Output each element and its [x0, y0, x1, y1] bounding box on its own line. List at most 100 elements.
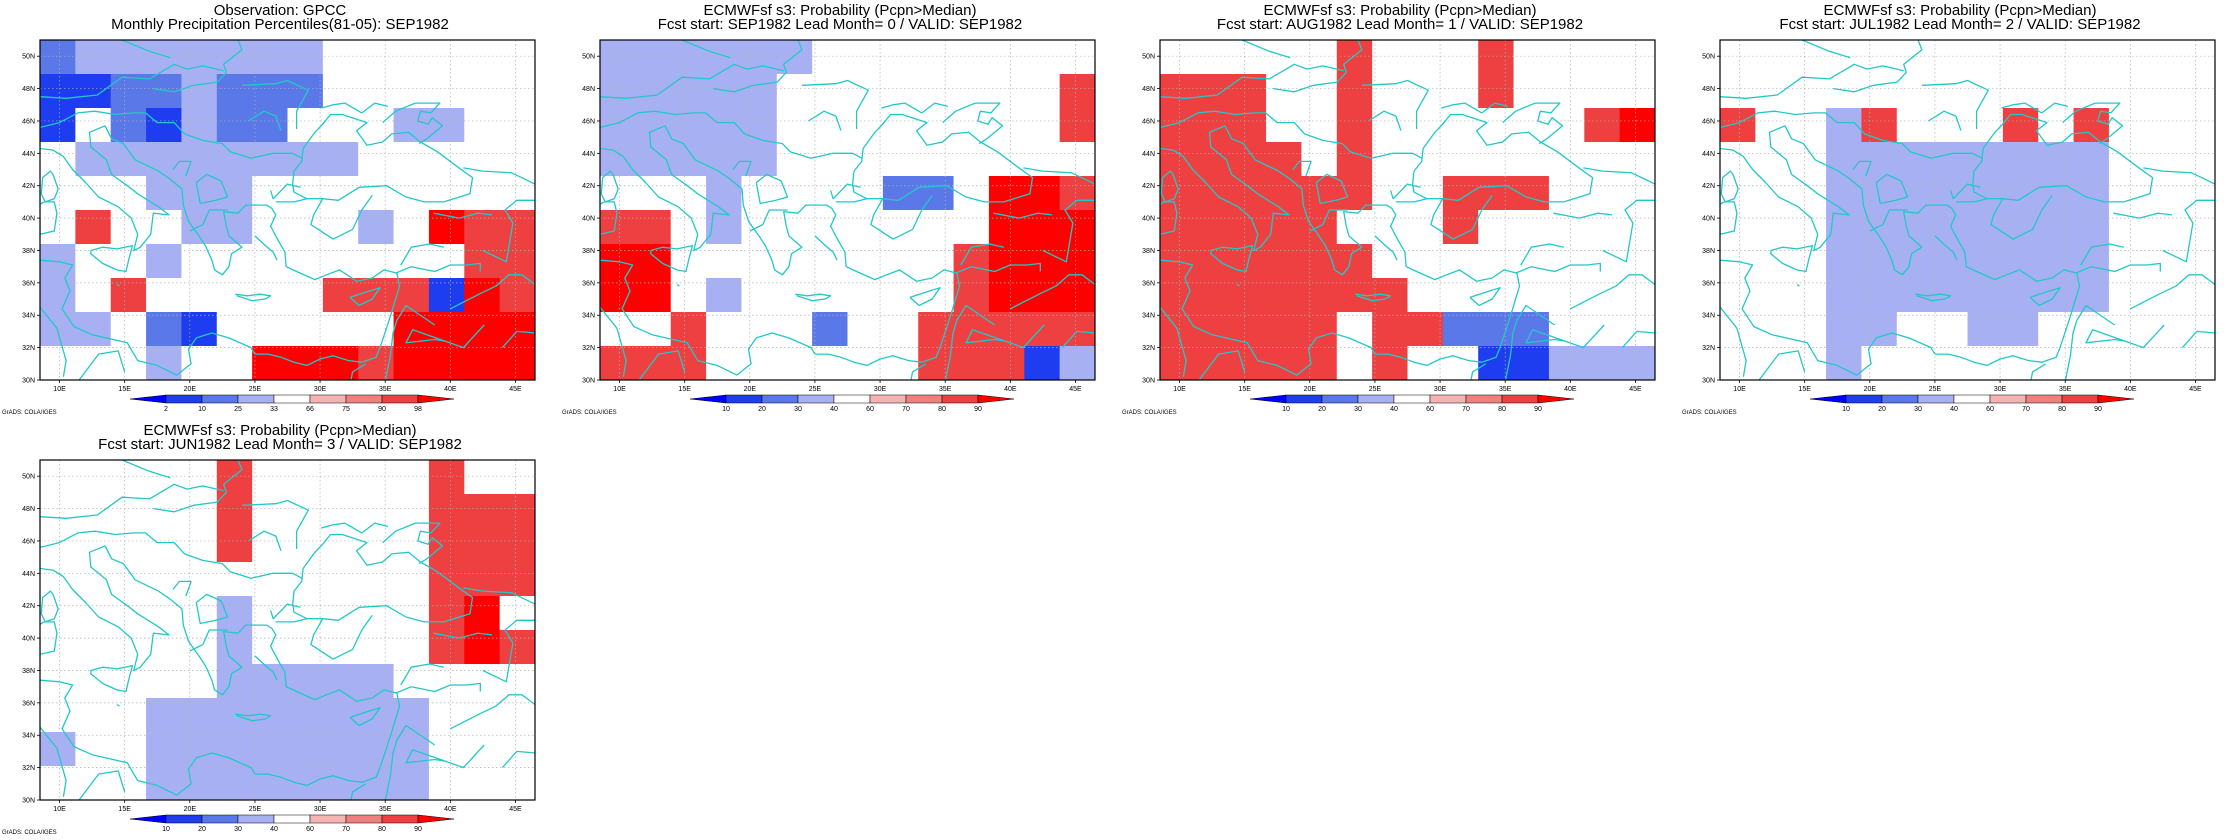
lat-tick-label: 48N: [582, 86, 595, 93]
grid-cell: [40, 108, 76, 143]
grid-cell: [706, 278, 742, 313]
grid-cell: [1584, 74, 1621, 109]
grid-cell: [146, 698, 182, 733]
grid-cell: [322, 596, 359, 631]
grid-cell: [252, 460, 288, 495]
grid-cell: [812, 40, 848, 75]
colorbar-label: 20: [1318, 406, 1326, 413]
grid-cell: [1301, 74, 1338, 109]
grid-cell: [110, 732, 147, 767]
panel-svg: ECMWFsf s3: Probability (Pcpn>Median)Fcs…: [1122, 2, 1656, 416]
grid-cell: [1230, 278, 1267, 313]
lon-tick-label: 40E: [1004, 386, 1017, 393]
lon-tick-label: 15E: [118, 386, 131, 393]
grid-cell: [464, 40, 501, 75]
grid-cell: [1195, 278, 1232, 313]
grid-cell: [499, 346, 536, 381]
grid-cell: [181, 244, 218, 279]
lat-tick-label: 36N: [1702, 280, 1715, 287]
grid-cell: [2002, 108, 2039, 143]
lat-tick-label: 40N: [22, 636, 35, 643]
grid-cell: [2179, 108, 2216, 143]
grid-cell: [358, 630, 394, 665]
grid-cell: [706, 176, 742, 211]
grid-cell: [1407, 108, 1444, 143]
colorbar-swatch: [941, 394, 979, 404]
grid-cell: [216, 40, 253, 75]
grads-credit: GrADS: COLA/IGES: [2, 830, 57, 836]
grid-cell: [1548, 40, 1585, 75]
grid-cell: [1478, 74, 1514, 109]
lon-tick-label: 30E: [314, 806, 327, 813]
grid-cell: [847, 346, 884, 381]
grid-cell: [2073, 108, 2110, 143]
colorbar-swatch: [1285, 394, 1323, 404]
grid-cell: [216, 664, 253, 699]
grid-cell: [287, 244, 324, 279]
grid-cell: [635, 108, 672, 143]
grid-cell: [882, 244, 919, 279]
grid-cell: [287, 278, 324, 313]
grid-cell: [953, 210, 990, 245]
grid-cell: [1861, 74, 1898, 109]
grid-cell: [287, 630, 324, 665]
grid-cell: [393, 630, 430, 665]
grid-cell: [1826, 244, 1862, 279]
grid-cell: [1336, 74, 1373, 109]
grid-cell: [1826, 312, 1862, 347]
grid-cell: [812, 74, 848, 109]
lat-tick-label: 42N: [1142, 183, 1155, 190]
grid-cell: [1301, 244, 1338, 279]
grads-credit: GrADS: COLA/IGES: [1122, 410, 1177, 416]
grid-cell: [1024, 244, 1061, 279]
grid-cell: [882, 346, 919, 381]
colorbar-label: 80: [1498, 406, 1506, 413]
grid-cell: [216, 460, 253, 495]
grid-cell: [2038, 346, 2074, 381]
grid-cell: [110, 312, 147, 347]
grid-cell: [1896, 74, 1933, 109]
grid-cell: [1896, 40, 1933, 75]
grid-cell: [216, 494, 253, 529]
colorbar-swatch: [1953, 394, 1991, 404]
lon-tick-label: 30E: [874, 386, 887, 393]
grid-cell: [75, 108, 112, 143]
grid-cell: [428, 244, 465, 279]
grid-cell: [1896, 142, 1933, 177]
grid-cell: [1160, 278, 1196, 313]
grid-cell: [1372, 210, 1408, 245]
map-frame: [1159, 39, 1656, 381]
grid-cell: [1619, 210, 1656, 245]
grid-cell: [110, 142, 147, 177]
grid-cell: [1548, 312, 1585, 347]
grid-cell: [1790, 40, 1827, 75]
grid-cell: [40, 460, 76, 495]
grid-cell: [216, 630, 253, 665]
grid-cell: [847, 74, 884, 109]
colorbar-swatch: [165, 814, 203, 824]
grid-cell: [988, 346, 1025, 381]
coastlines: [1720, 40, 2215, 380]
grid-cell: [1059, 210, 1096, 245]
grid-cell: [252, 732, 288, 767]
colorbar-label: 80: [938, 406, 946, 413]
grid-cell: [918, 176, 954, 211]
grid-cell: [1407, 278, 1444, 313]
grid-cell: [499, 142, 536, 177]
grid-cell: [181, 562, 218, 597]
grid-cell: [40, 346, 76, 381]
grid-cell: [706, 312, 742, 347]
grid-cell: [812, 346, 848, 381]
grid-cell: [1478, 346, 1514, 381]
grid-cell: [600, 74, 636, 109]
panel-title: ECMWFsf s3: Probability (Pcpn>Median): [143, 422, 416, 439]
lat-tick-label: 50N: [22, 54, 35, 61]
grid-cell: [216, 528, 253, 563]
colorbar-label: 25: [234, 406, 242, 413]
grid-cell: [1755, 176, 1792, 211]
grid-cell: [216, 108, 253, 143]
grid-cell: [1024, 278, 1061, 313]
grid-cell: [1932, 312, 1968, 347]
lat-tick-label: 50N: [582, 54, 595, 61]
grid-cell: [1059, 278, 1096, 313]
